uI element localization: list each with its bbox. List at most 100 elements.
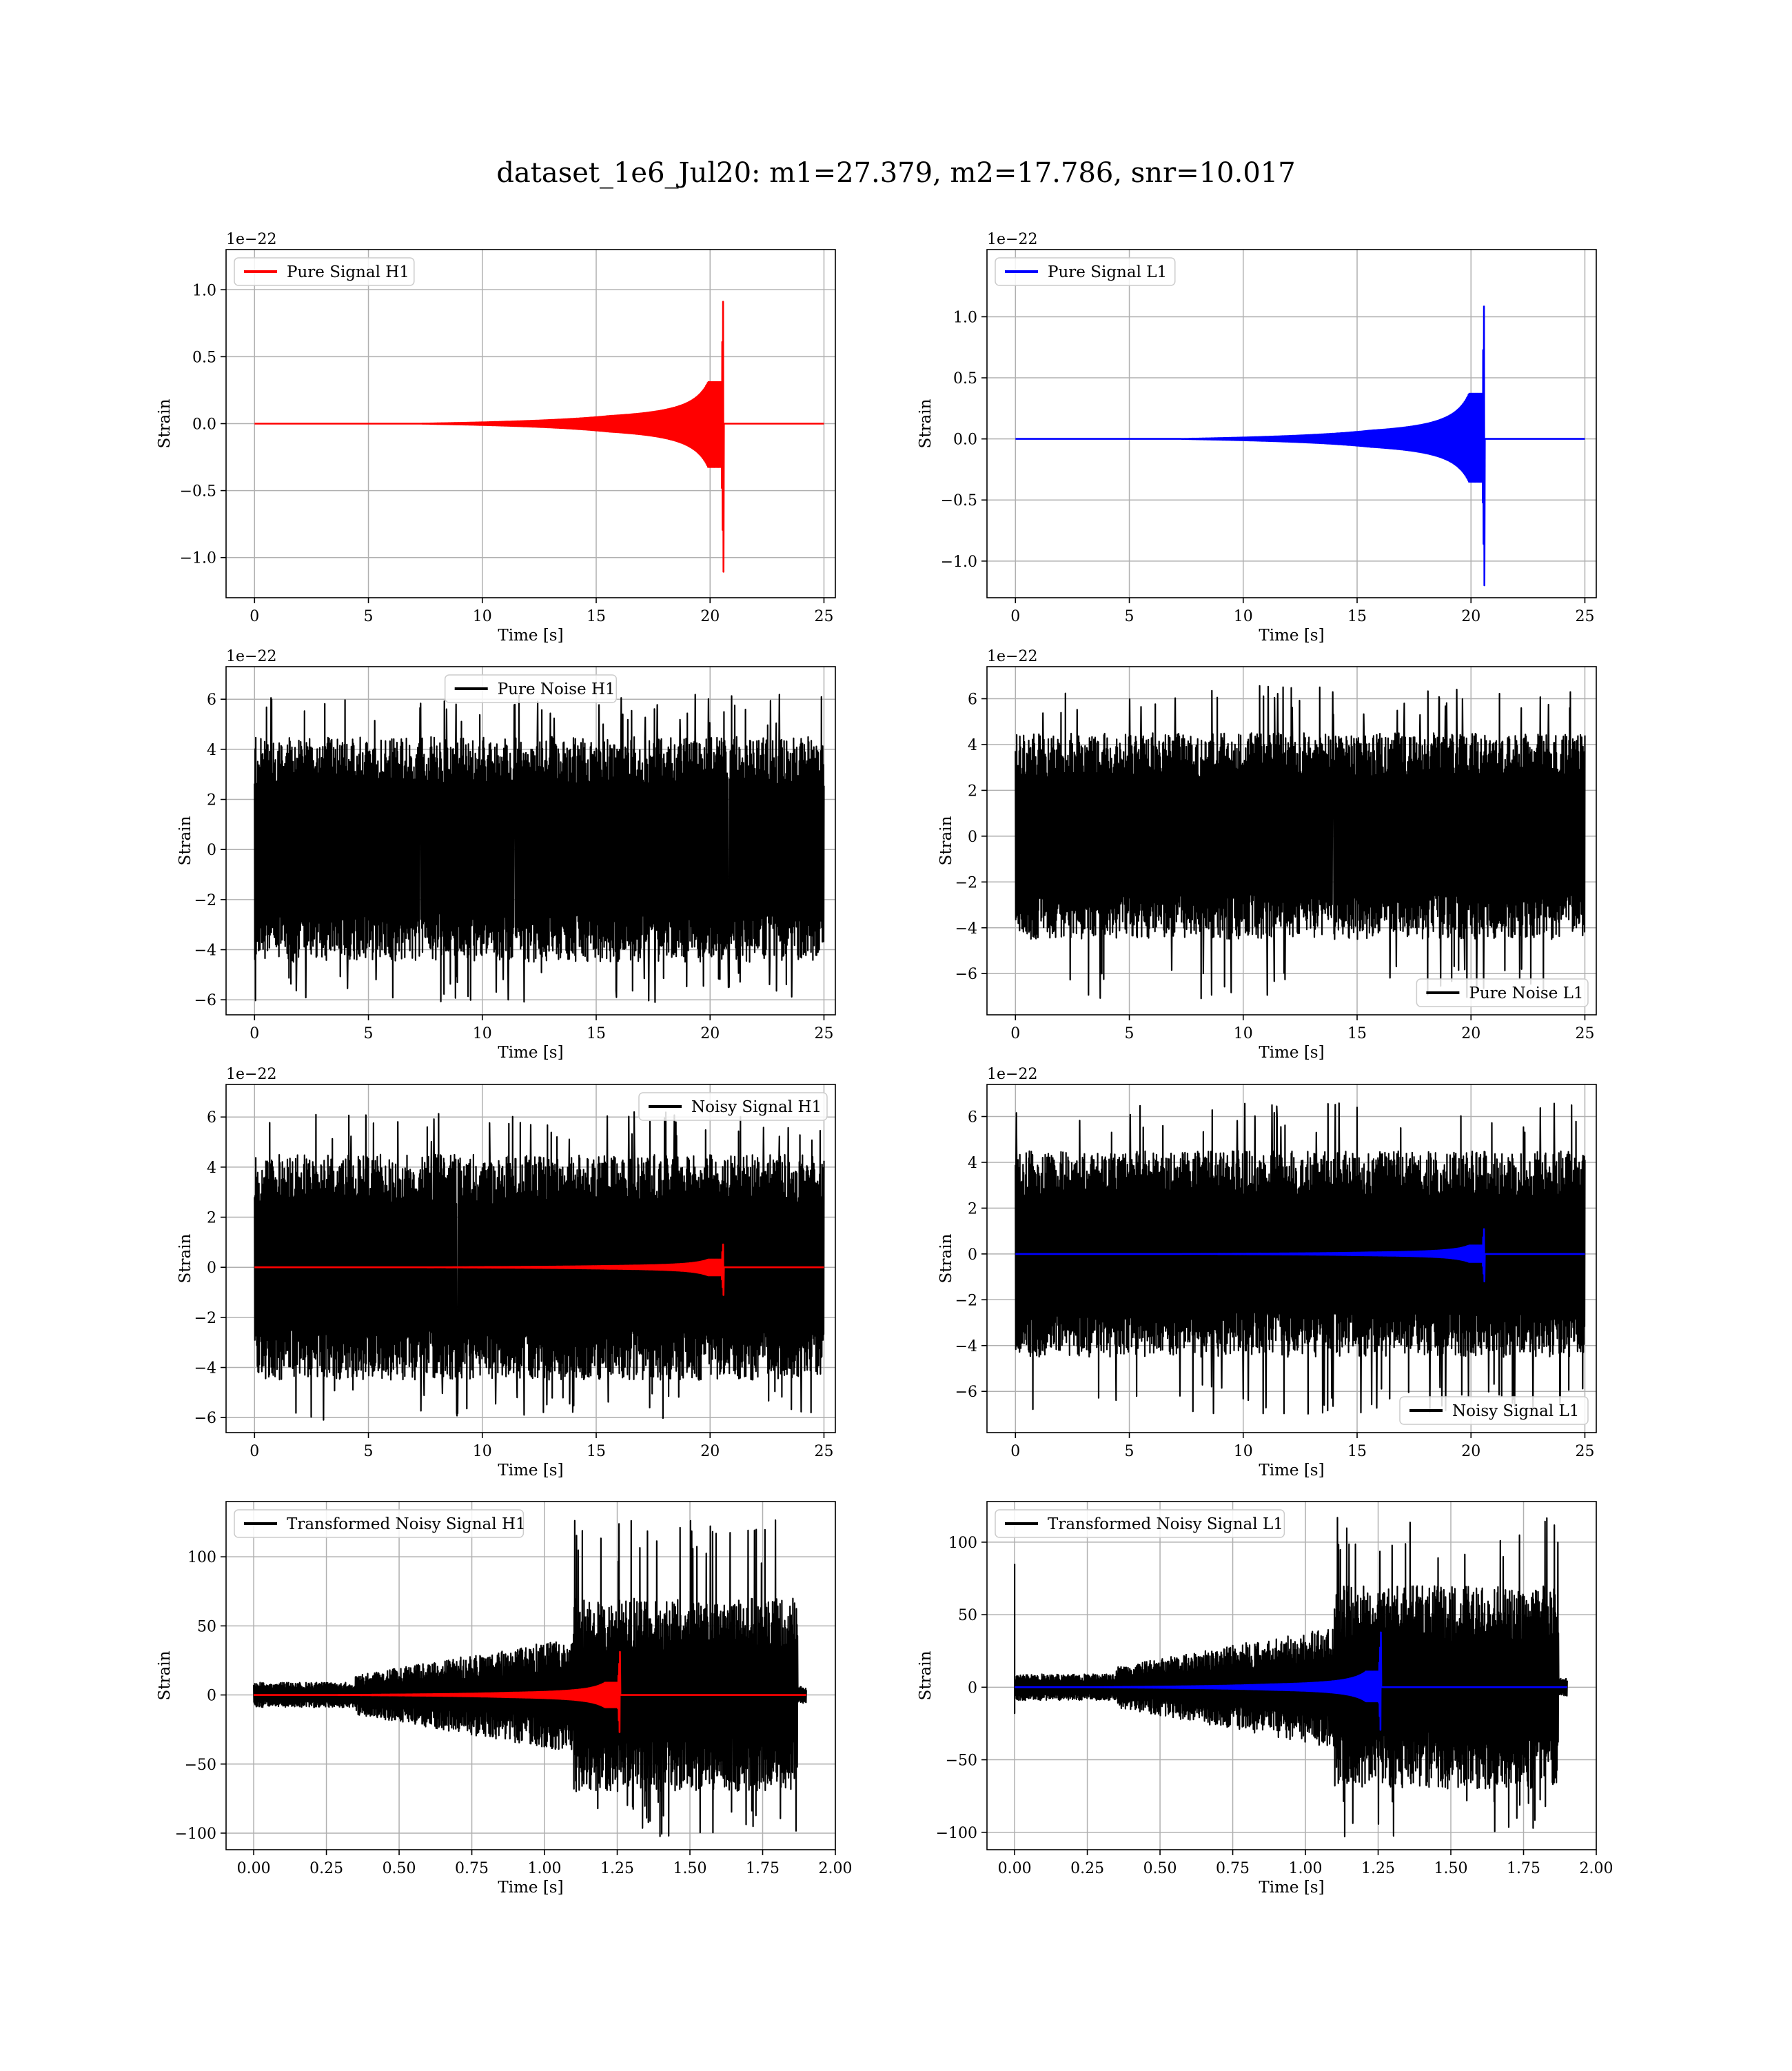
y-tick-label: 2	[207, 792, 216, 809]
legend-label: Noisy Signal L1	[1452, 1402, 1579, 1420]
y-offset-text: 1e−22	[987, 648, 1037, 665]
axes-frame	[986, 1084, 1597, 1433]
x-tick-label: 5	[364, 1443, 374, 1460]
plot-area	[1015, 1102, 1586, 1415]
series-line-pure-signal-h1	[254, 301, 825, 573]
x-tick-label: 1.75	[1507, 1860, 1540, 1877]
legend-box	[234, 257, 415, 286]
plot-area	[254, 694, 825, 1003]
plot-area	[254, 301, 825, 573]
x-tick-label: 0	[1010, 1025, 1020, 1042]
subplot-pure-signal-l1: 0 5 10 15 20 25 −1.0 −0.5 0.0 0.5 1.0 Time [s] Strai…	[917, 231, 1597, 645]
y-tick-label: −4	[194, 1360, 216, 1377]
y-tick-label: −2	[955, 1292, 977, 1309]
y-tick-label: −100	[175, 1826, 216, 1843]
legend: Pure Signal L1	[995, 257, 1176, 286]
plot-area	[1015, 305, 1586, 587]
y-offset-text: 1e−22	[226, 1066, 276, 1083]
subplot-transformed-noisy-signal-h1: 0.00 0.25 0.50 0.75 1.00 1.25 1.50 1.75 2.00 −100…	[156, 1501, 853, 1897]
x-tick-label: 15	[1347, 1443, 1367, 1460]
y-tick-label: −100	[936, 1825, 977, 1842]
x-tick-label: 1.50	[673, 1860, 707, 1877]
subplot-pure-noise-h1: 0 5 10 15 20 25 −6 −4 −2 0 2 4 6 Time [s] Strain 1e−22 P…	[176, 648, 836, 1062]
legend-label: Pure Noise H1	[498, 680, 615, 698]
x-tick-label: 2.00	[819, 1860, 853, 1877]
y-axis-label: Strain	[176, 1233, 194, 1283]
axes-frame	[225, 666, 836, 1016]
y-tick-label: 2	[968, 1200, 977, 1218]
x-tick-label: 2.00	[1580, 1860, 1613, 1877]
x-tick-label: 0.00	[237, 1860, 271, 1877]
y-tick-label: −50	[185, 1757, 216, 1774]
y-tick-label: 2	[207, 1210, 216, 1227]
y-tick-label: 0.0	[192, 416, 216, 434]
x-axis-label: Time [s]	[1259, 627, 1324, 645]
y-tick-label: 4	[207, 1160, 216, 1177]
y-tick-label: −4	[955, 920, 977, 938]
x-tick-label: 20	[700, 1025, 720, 1042]
x-tick-label: 1.75	[746, 1860, 780, 1877]
legend-box	[234, 1509, 525, 1538]
y-tick-label: 4	[207, 742, 216, 759]
x-tick-label: 1.25	[600, 1860, 634, 1877]
x-tick-label: 25	[814, 1443, 833, 1460]
y-tick-label: 0	[968, 829, 977, 846]
y-tick-label: −6	[194, 1410, 216, 1427]
x-tick-label: 20	[1461, 608, 1480, 625]
x-tick-label: 10	[1234, 1443, 1253, 1460]
x-tick-label: 0.25	[1070, 1860, 1104, 1877]
x-tick-label: 20	[700, 608, 720, 625]
series-line-pure-noise-h1	[254, 694, 825, 1003]
grid	[987, 250, 1596, 598]
axes-frame	[986, 249, 1597, 598]
legend-label: Transformed Noisy Signal L1	[1048, 1515, 1283, 1533]
y-tick-label: −6	[955, 966, 977, 983]
legend: Pure Signal H1	[234, 257, 415, 286]
axes-frame	[225, 1084, 836, 1433]
x-tick-label: 0.75	[455, 1860, 489, 1877]
y-axis-label: Strain	[156, 1650, 174, 1700]
x-tick-label: 15	[1347, 1025, 1367, 1042]
x-tick-label: 0	[1010, 608, 1020, 625]
y-tick-label: 0.0	[953, 432, 977, 449]
y-tick-label: 0	[968, 1679, 977, 1697]
y-tick-label: −4	[955, 1338, 977, 1355]
y-tick-label: 4	[968, 1155, 977, 1172]
x-tick-label: 0	[250, 608, 259, 625]
legend: Transformed Noisy Signal L1	[995, 1509, 1285, 1538]
series-line-pure-signal-l1	[1015, 305, 1586, 587]
y-tick-label: 0	[207, 1260, 216, 1277]
y-axis-label: Strain	[917, 398, 935, 448]
x-tick-label: 15	[587, 1025, 606, 1042]
legend-label: Pure Signal H1	[287, 263, 409, 281]
x-tick-label: 20	[1461, 1025, 1480, 1042]
legend: Pure Noise L1	[1416, 978, 1589, 1007]
series-line-pure-noise-l1	[1015, 685, 1586, 1000]
x-axis-label: Time [s]	[498, 1462, 563, 1479]
y-tick-label: 100	[187, 1549, 216, 1566]
axes-frame	[986, 666, 1597, 1016]
y-tick-label: −2	[955, 874, 977, 891]
legend: Noisy Signal H1	[638, 1092, 828, 1121]
legend-label: Pure Signal L1	[1048, 263, 1167, 281]
y-tick-label: −0.5	[941, 492, 977, 509]
y-axis-label: Strain	[937, 816, 955, 865]
legend-label: Transformed Noisy Signal H1	[287, 1515, 526, 1533]
legend: Noisy Signal L1	[1399, 1396, 1589, 1425]
x-tick-label: 5	[364, 1025, 374, 1042]
x-tick-label: 0.50	[1143, 1860, 1177, 1877]
y-axis-label: Strain	[156, 398, 174, 448]
legend-label: Noisy Signal H1	[691, 1098, 822, 1116]
y-tick-label: −1.0	[941, 554, 977, 571]
y-tick-label: −2	[194, 892, 216, 909]
axes-frame	[225, 1501, 836, 1850]
x-tick-label: 0.75	[1216, 1860, 1250, 1877]
y-tick-label: 50	[958, 1607, 977, 1624]
y-tick-label: 1.0	[192, 282, 216, 299]
x-tick-label: 20	[700, 1443, 720, 1460]
y-tick-label: −6	[955, 1384, 977, 1401]
subplot-noisy-signal-h1: 0 5 10 15 20 25 −6 −4 −2 0 2 4 6 Time [s] Strain 1e−22 N…	[176, 1066, 836, 1479]
y-axis-label: Strain	[917, 1650, 935, 1700]
x-tick-label: 25	[1575, 1443, 1594, 1460]
x-tick-label: 25	[814, 608, 833, 625]
